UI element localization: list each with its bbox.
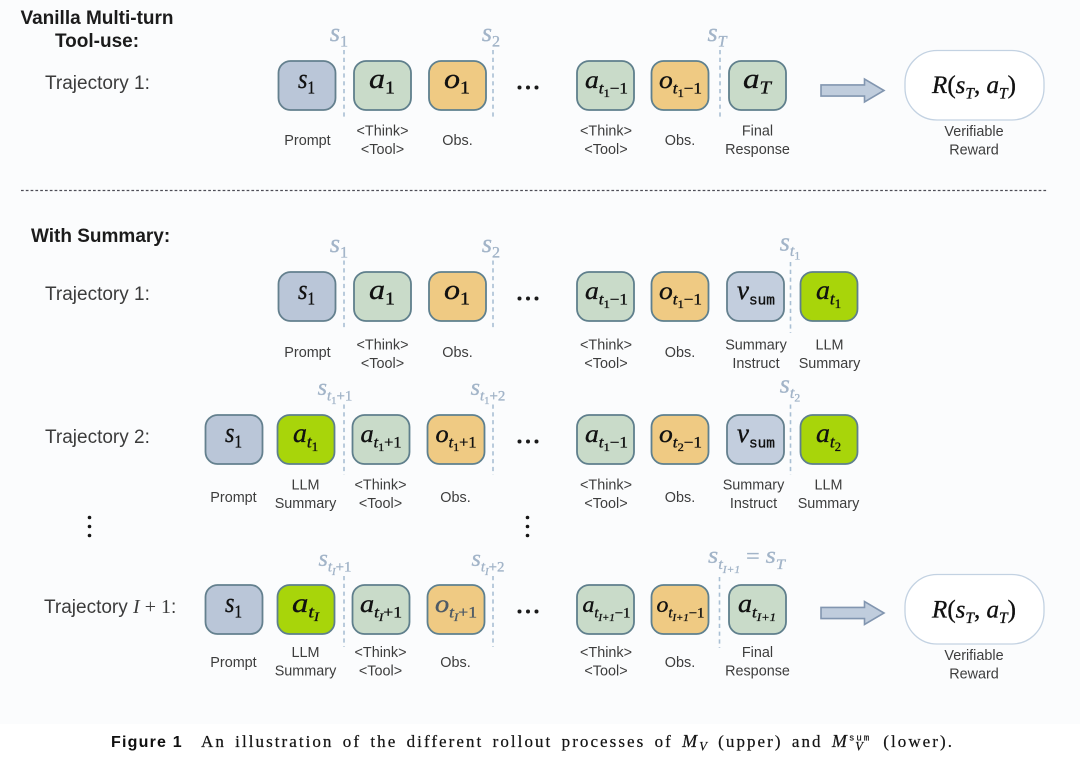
svg-text:<Think>: <Think>: [355, 645, 407, 661]
svg-text:Obs.: Obs.: [665, 490, 695, 506]
svg-text:Obs.: Obs.: [665, 133, 695, 149]
svg-text:<Tool>: <Tool>: [361, 356, 404, 372]
svg-text:o1​: o1​: [444, 63, 470, 98]
svg-text:Summary: Summary: [799, 356, 861, 372]
svg-text:LLM: LLM: [292, 645, 320, 661]
svg-text:Final: Final: [742, 645, 773, 661]
svg-text:aT​: aT​: [743, 63, 773, 98]
svg-text:at​I+1​: at​I+1​: [738, 589, 776, 624]
svg-text:vsum​: vsum​: [737, 418, 775, 453]
svg-text:at​1​: at​1​: [293, 418, 318, 454]
svg-text:Reward: Reward: [949, 667, 999, 683]
svg-text:Summary: Summary: [798, 496, 860, 512]
svg-text:Obs.: Obs.: [665, 655, 695, 671]
svg-text:Response: Response: [725, 664, 790, 680]
svg-text:Instruct: Instruct: [732, 356, 779, 372]
svg-text:Obs.: Obs.: [440, 655, 470, 671]
svg-text:ot​I+1​−1​: ot​I+1​−1​: [657, 592, 705, 624]
svg-text:stI+1 = sT: stI+1 = sT: [708, 543, 787, 576]
svg-text:st​I​+2​: st​I​+2​: [472, 546, 505, 578]
svg-text:st​1​+2​: st​1​+2​: [471, 375, 506, 407]
svg-text:Summary: Summary: [275, 664, 337, 680]
svg-text:LLM: LLM: [816, 338, 844, 354]
svg-text:Obs.: Obs.: [442, 345, 472, 361]
svg-text:Verifiable: Verifiable: [944, 648, 1003, 664]
svg-text:Prompt: Prompt: [284, 133, 330, 149]
svg-text:Trajectory 2:: Trajectory 2:: [45, 427, 150, 448]
svg-text:Response: Response: [725, 142, 790, 158]
svg-text:Figure 1: Figure 1: [111, 734, 183, 751]
svg-text:<Tool>: <Tool>: [359, 664, 402, 680]
svg-text:LLM: LLM: [815, 478, 843, 494]
svg-text:<Think>: <Think>: [357, 338, 409, 354]
svg-text:An illustration of the differe: An illustration of the different rollout…: [201, 731, 953, 754]
svg-text:Final: Final: [742, 124, 773, 140]
svg-text:Summary: Summary: [723, 478, 785, 494]
svg-text:Reward: Reward: [949, 143, 999, 159]
svg-text:Obs.: Obs.: [440, 490, 470, 506]
svg-text:s2​: s2​: [482, 229, 500, 262]
svg-text:s1​: s1​: [330, 229, 348, 262]
svg-text:Summary: Summary: [275, 496, 337, 512]
svg-text:sT​: sT​: [707, 18, 727, 51]
svg-text:s1​: s1​: [298, 274, 315, 309]
svg-text:<Think>: <Think>: [580, 338, 632, 354]
svg-text:s2​: s2​: [482, 18, 500, 51]
svg-text:at​1​: at​1​: [816, 275, 841, 311]
svg-text:s1​: s1​: [225, 587, 242, 622]
svg-text:R(sT​, aT​): R(sT​, aT​): [931, 597, 1016, 628]
svg-text:Prompt: Prompt: [210, 490, 256, 506]
svg-text:st​I​+1​: st​I​+1​: [319, 546, 352, 578]
svg-text:at​1​−1​: at​1​−1​: [585, 278, 628, 311]
svg-text:<Tool>: <Tool>: [584, 664, 627, 680]
svg-text:s1​: s1​: [298, 63, 315, 98]
svg-text:Prompt: Prompt: [284, 345, 330, 361]
svg-text:With Summary:: With Summary:: [31, 226, 170, 247]
svg-text:Obs.: Obs.: [665, 345, 695, 361]
svg-text:Tool-use:: Tool-use:: [55, 31, 139, 52]
svg-text:st​1​: st​1​: [780, 228, 801, 263]
svg-text:<Think>: <Think>: [580, 645, 632, 661]
svg-text:ot​2​−1​: ot​2​−1​: [659, 421, 702, 454]
svg-text:Trajectory I + 1:: Trajectory I + 1:: [44, 596, 176, 618]
svg-text:Instruct: Instruct: [730, 496, 777, 512]
svg-text:<Think>: <Think>: [357, 124, 409, 140]
svg-text:at​2​: at​2​: [816, 418, 841, 454]
svg-text:at​I+1​−1​: at​I+1​−1​: [583, 592, 631, 624]
svg-text:<Tool>: <Tool>: [584, 356, 627, 372]
svg-text:<Think>: <Think>: [580, 478, 632, 494]
svg-text:st​2​: st​2​: [780, 370, 801, 405]
svg-text:at​1​−1​: at​1​−1​: [585, 67, 628, 100]
svg-text:Trajectory 1:: Trajectory 1:: [45, 73, 150, 94]
svg-text:<Tool>: <Tool>: [584, 496, 627, 512]
svg-text:Obs.: Obs.: [442, 133, 472, 149]
svg-text:a1​: a1​: [369, 63, 395, 98]
svg-text:LLM: LLM: [292, 478, 320, 494]
svg-text:Verifiable: Verifiable: [944, 124, 1003, 140]
svg-text:at​I​: at​I​: [292, 588, 320, 624]
svg-text:st​1​+1​: st​1​+1​: [318, 375, 353, 407]
svg-text:R(sT​, aT​): R(sT​, aT​): [931, 72, 1016, 103]
svg-text:o1​: o1​: [444, 274, 470, 309]
svg-text:at​1​−1​: at​1​−1​: [585, 421, 628, 454]
svg-text:<Tool>: <Tool>: [584, 142, 627, 158]
svg-text:<Tool>: <Tool>: [359, 496, 402, 512]
svg-text:ot​1​−1​: ot​1​−1​: [659, 278, 702, 311]
svg-text:at​I​+1​: at​I​+1​: [360, 591, 402, 624]
svg-text:ot​I​+1​: ot​I​+1​: [435, 591, 477, 624]
svg-text:ot​1​−1​: ot​1​−1​: [659, 67, 702, 100]
svg-text:at​1​+1​: at​1​+1​: [361, 421, 402, 454]
svg-text:<Think>: <Think>: [580, 124, 632, 140]
svg-text:a1​: a1​: [369, 274, 395, 309]
svg-text:Vanilla Multi-turn: Vanilla Multi-turn: [20, 8, 173, 29]
svg-text:vsum​: vsum​: [737, 275, 775, 310]
svg-text:<Think>: <Think>: [355, 478, 407, 494]
svg-text:ot​1​+1​: ot​1​+1​: [436, 421, 477, 454]
svg-text:Summary: Summary: [725, 338, 787, 354]
svg-text:s1​: s1​: [225, 417, 242, 452]
svg-text:s1​: s1​: [330, 18, 348, 51]
svg-text:Trajectory 1:: Trajectory 1:: [45, 284, 150, 305]
svg-text:Prompt: Prompt: [210, 655, 256, 671]
svg-text:<Tool>: <Tool>: [361, 142, 404, 158]
